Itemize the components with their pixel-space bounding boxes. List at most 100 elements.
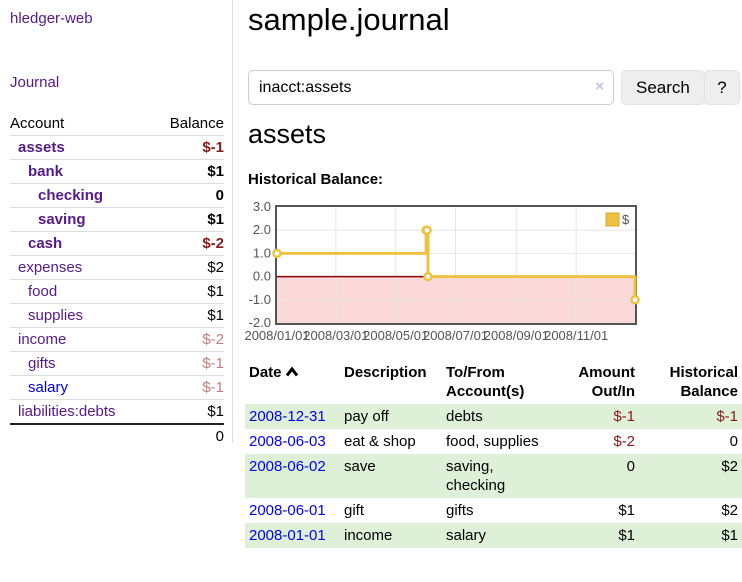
account-row: liabilities:debts $1 (10, 399, 224, 425)
register-header-balance: Historical Balance (639, 360, 742, 404)
transaction-date-link[interactable]: 2008-12-31 (249, 408, 326, 425)
transaction-accounts: debts (446, 408, 483, 425)
account-link[interactable]: bank (28, 163, 64, 180)
account-balance: $1 (207, 307, 224, 324)
account-link[interactable]: supplies (28, 307, 84, 324)
search-button[interactable]: Search (621, 70, 705, 105)
svg-text:0.0: 0.0 (253, 269, 271, 284)
search-input[interactable] (248, 70, 614, 105)
transaction-row: 2008-12-31 pay off debts $-1 $-1 (245, 404, 742, 429)
svg-text:$: $ (622, 212, 630, 227)
account-balance: $1 (207, 211, 224, 228)
account-row: expenses $2 (10, 255, 224, 280)
account-balance: $-1 (202, 379, 224, 396)
register-header-balance-line2: Balance (680, 383, 738, 400)
account-row: bank $1 (10, 159, 224, 184)
account-row: cash $-2 (10, 231, 224, 256)
account-balance: $2 (207, 259, 224, 276)
transaction-balance: $1 (721, 527, 738, 544)
sidebar-item-journal[interactable]: Journal (10, 74, 60, 91)
register-header-tofrom-line1: To/From (446, 364, 505, 381)
svg-text:2008/05/01: 2008/05/01 (363, 328, 428, 343)
svg-text:2008/01/01: 2008/01/01 (244, 328, 309, 343)
account-row: supplies $1 (10, 303, 224, 328)
transaction-row: 2008-01-01 income salary $1 $1 (245, 523, 742, 548)
transaction-accounts: salary (446, 527, 487, 544)
account-link[interactable]: saving (38, 211, 86, 228)
transaction-amount: $-2 (613, 433, 635, 450)
svg-text:2.0: 2.0 (253, 222, 271, 237)
transaction-balance: $2 (721, 502, 738, 519)
account-link[interactable]: expenses (18, 259, 83, 276)
transaction-description: eat & shop (344, 433, 416, 450)
transaction-description: income (344, 527, 393, 544)
account-balance: $-1 (202, 355, 224, 372)
svg-text:2008/07/01: 2008/07/01 (423, 328, 488, 343)
account-row: assets $-1 (10, 135, 224, 160)
svg-text:-1.0: -1.0 (249, 292, 271, 307)
account-link[interactable]: gifts (28, 355, 56, 372)
transaction-amount: $-1 (613, 408, 635, 425)
register-header-amount: Amount Out/In (554, 360, 639, 404)
transaction-date-link[interactable]: 2008-06-01 (249, 502, 326, 519)
sidebar: hledger-web Journal Account Balance asse… (0, 0, 233, 445)
register-header-tofrom: To/From Account(s) (442, 360, 554, 404)
accounts-total-balance: 0 (215, 428, 224, 445)
transaction-balance: $-1 (716, 408, 738, 425)
account-row: checking 0 (10, 183, 224, 208)
chart-title: Historical Balance: (248, 171, 384, 188)
account-balance: $1 (207, 163, 224, 180)
search-bar: × Search ? (248, 70, 742, 105)
transaction-amount: 0 (626, 458, 635, 475)
transaction-row: 2008-06-01 gift gifts $1 $2 (245, 498, 742, 523)
transaction-date-link[interactable]: 2008-06-03 (249, 433, 326, 450)
transaction-accounts: food, supplies (446, 433, 539, 450)
transaction-date-link[interactable]: 2008-01-01 (249, 527, 326, 544)
transaction-balance: 0 (729, 433, 738, 450)
register-table: Date Description To/From Account(s) Amou… (245, 360, 742, 548)
accounts-header-balance: Balance (169, 115, 224, 132)
register-header-description: Description (344, 364, 427, 381)
svg-text:1.0: 1.0 (253, 245, 271, 260)
account-balance: $-2 (202, 331, 224, 348)
sort-ascending-caret-icon (285, 366, 298, 377)
account-row: salary $-1 (10, 375, 224, 400)
register-header-row: Date Description To/From Account(s) Amou… (245, 360, 742, 404)
accounts-header-account: Account (10, 115, 65, 132)
transaction-balance: $2 (721, 458, 738, 475)
account-link[interactable]: salary (28, 379, 69, 396)
clear-search-icon[interactable]: × (595, 78, 604, 95)
register-header-amount-line2: Out/In (591, 383, 635, 400)
account-row: food $1 (10, 279, 224, 304)
accounts-total-spacer (10, 424, 151, 448)
svg-text:3.0: 3.0 (253, 199, 271, 214)
account-heading: assets (248, 119, 327, 149)
help-button[interactable]: ? (704, 70, 740, 105)
transaction-description: save (344, 458, 376, 475)
account-balance: $-1 (202, 139, 224, 156)
transaction-description: pay off (344, 408, 389, 425)
account-balance: $1 (207, 403, 224, 420)
transaction-accounts: saving, checking (446, 458, 506, 494)
register-header-date[interactable]: Date (245, 360, 340, 404)
app-title-link[interactable]: hledger-web (10, 10, 93, 27)
register-header-amount-line1: Amount (578, 364, 635, 381)
accounts-table: Account Balance assets $-1 bank $1 check… (10, 112, 224, 448)
account-link[interactable]: cash (28, 235, 63, 252)
account-balance: $-2 (202, 235, 224, 252)
account-row: income $-2 (10, 327, 224, 352)
register-header-balance-line1: Historical (669, 364, 738, 381)
svg-text:2008/09/01: 2008/09/01 (484, 328, 549, 343)
accounts-table-header-row: Account Balance (10, 112, 224, 136)
transaction-date-link[interactable]: 2008-06-02 (249, 458, 326, 475)
main-content: sample.journal × Search ? assets Histori… (244, 0, 742, 582)
account-link[interactable]: checking (38, 187, 104, 204)
historical-balance-chart: $2008/01/012008/03/012008/05/012008/07/0… (244, 199, 640, 343)
account-link[interactable]: liabilities:debts (18, 403, 116, 420)
account-link[interactable]: assets (18, 139, 65, 156)
account-link[interactable]: food (28, 283, 58, 300)
account-link[interactable]: income (18, 331, 67, 348)
account-row: saving $1 (10, 207, 224, 232)
transaction-amount: $1 (618, 502, 635, 519)
svg-text:-2.0: -2.0 (249, 315, 271, 330)
